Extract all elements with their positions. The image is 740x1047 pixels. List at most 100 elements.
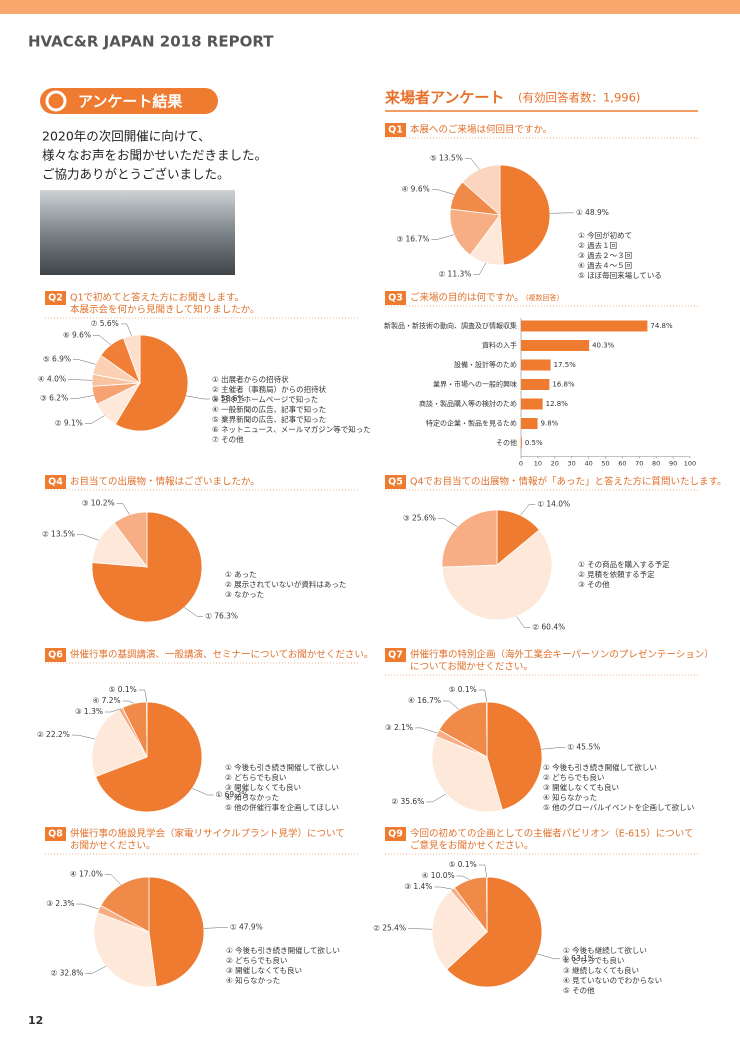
leader-line	[473, 262, 487, 275]
legend-entry: ② 過去１回	[578, 240, 617, 250]
bar-category: 特定の企業・製品を見るため	[426, 419, 517, 428]
bar	[521, 398, 543, 410]
legend-entry: ① あった	[225, 570, 257, 579]
pie-value-label: ② 22.2%	[37, 730, 70, 739]
question-label: Q6	[48, 650, 63, 661]
leader-line	[76, 903, 100, 910]
leader-line	[138, 689, 148, 703]
legend-entry: ⑤ ほぼ毎回来場している	[578, 270, 662, 280]
legend-entry: ① その商品を購入する予定	[578, 559, 670, 569]
question-badge	[385, 827, 406, 841]
question-title: ご意見をお聞かせください。	[410, 840, 534, 852]
pie-value-label: ① 63.1%	[562, 954, 595, 963]
pie-value-label: ⑤ 13.5%	[430, 153, 463, 162]
pie-value-label: ⑤ 0.1%	[449, 860, 477, 869]
intro-line: 2020年の次回開催に向けて、	[42, 129, 211, 144]
bar	[521, 340, 590, 351]
leader-line	[70, 395, 94, 399]
page-number: 12	[28, 1014, 43, 1027]
leader-line	[537, 953, 561, 960]
question-title: Q1で初めてと答えた方にお聞きします。	[70, 292, 244, 304]
pie-slice	[100, 876, 150, 933]
pie-slice	[148, 876, 205, 987]
legend-entry: ② どちらでも良い	[226, 955, 287, 965]
pie-value-label: ① 69.2%	[215, 790, 248, 799]
question-label: Q3	[388, 293, 403, 304]
question-label: Q4	[48, 477, 63, 488]
leader-line	[93, 335, 111, 346]
question-title: 今回の初めての企画としての主催者パビリオン（E-615）について	[410, 828, 694, 840]
leader-line	[437, 518, 458, 528]
bar	[521, 379, 550, 390]
bar	[521, 320, 648, 332]
leader-line	[516, 616, 531, 628]
legend-entry: ③ 開催しなくても良い	[225, 782, 301, 792]
leader-line	[116, 503, 130, 515]
pie-value-label: ② 60.4%	[532, 623, 565, 632]
pie-value-label: ④ 10.0%	[422, 871, 455, 880]
pie-value-label: ③ 10.2%	[82, 498, 115, 507]
leader-line	[443, 700, 460, 710]
bar-category: その他	[496, 438, 517, 447]
pie-slice	[431, 735, 503, 813]
intro-line: 様々なお声をお聞かせいただきました。	[42, 148, 267, 163]
legend-entry: ③ 過去２～３回	[578, 250, 632, 260]
bar-value-label: 74.8%	[650, 322, 673, 330]
legend-entry: ① 今後も引き続き開催して欲しい	[543, 762, 657, 772]
leader-line	[104, 708, 121, 713]
bar	[521, 437, 522, 449]
results-badge-bg	[40, 88, 218, 114]
leader-line	[203, 927, 228, 929]
leader-line	[186, 395, 210, 400]
pie-value-label: ④ 16.7%	[408, 696, 441, 705]
pie-value-label: ① 58.6%	[212, 394, 245, 403]
badge-icon	[45, 90, 67, 112]
pie-slice	[441, 509, 498, 568]
legend-entry: ② 主催者（事務局）からの招待状	[212, 384, 327, 394]
leader-line	[415, 727, 438, 734]
legend-entry: ① 今後も引き続き開催して欲しい	[225, 762, 339, 772]
bar-value-label: 12.8%	[546, 400, 569, 408]
leader-line	[426, 793, 447, 803]
leader-line	[76, 534, 99, 541]
pie-value-label: ⑤ 0.1%	[449, 685, 477, 694]
leader-line	[478, 689, 488, 703]
question-badge	[385, 291, 406, 305]
legend-entry: ③ 継続しなくても良い	[563, 965, 639, 975]
pie-slice	[95, 701, 203, 813]
question-title: 併催行事の基調講演、一般講演、セミナーについてお聞かせください。	[70, 649, 373, 661]
question-badge	[385, 648, 406, 662]
pie-value-label: ③ 25.6%	[403, 514, 436, 523]
question-label: Q7	[388, 650, 403, 661]
pie-value-label: ② 13.5%	[42, 530, 75, 539]
pie-value-label: ③ 16.7%	[396, 234, 429, 243]
leader-line	[431, 234, 455, 240]
legend-entry: ③ その他	[578, 579, 610, 589]
x-tick-label: 40	[584, 460, 592, 468]
legend-entry: ② 展示されていないが資料はあった	[225, 579, 346, 589]
legend-entry: ④ 知らなかった	[226, 975, 280, 985]
report-title: HVAC&R JAPAN 2018 REPORT	[28, 33, 274, 51]
question-label: Q9	[388, 829, 403, 840]
legend-entry: ④ 過去４～５回	[578, 260, 632, 270]
legend-entry: ① 今後も継続して欲しい	[563, 945, 647, 955]
legend-entry: ① 出展者からの招待状	[212, 374, 289, 384]
leader-line	[71, 734, 96, 740]
pie-value-label: ⑥ 9.6%	[63, 330, 91, 339]
pie-value-label: ③ 2.1%	[385, 723, 413, 732]
bar-category: 資料の入手	[482, 341, 517, 350]
pie-slice	[449, 208, 501, 256]
question-title: お目当ての出展物・情報はございましたか。	[70, 476, 260, 488]
bar-value-label: 16.8%	[552, 381, 575, 389]
legend-entry: ④ 知らなかった	[225, 792, 279, 802]
legend-entry: ① 今回が初めて	[578, 230, 632, 240]
question-title: ご来場の目的は何ですか。	[410, 292, 524, 304]
x-tick-label: 30	[568, 460, 576, 468]
question-label: Q5	[388, 477, 403, 488]
leader-line	[184, 607, 204, 617]
pie-slice	[91, 709, 148, 778]
bar-value-label: 40.3%	[592, 342, 615, 350]
legend-entry: ⑤ 他の併催行事を企画してほしい	[225, 802, 339, 812]
pie-value-label: ① 14.0%	[537, 499, 570, 508]
bar	[521, 359, 551, 371]
